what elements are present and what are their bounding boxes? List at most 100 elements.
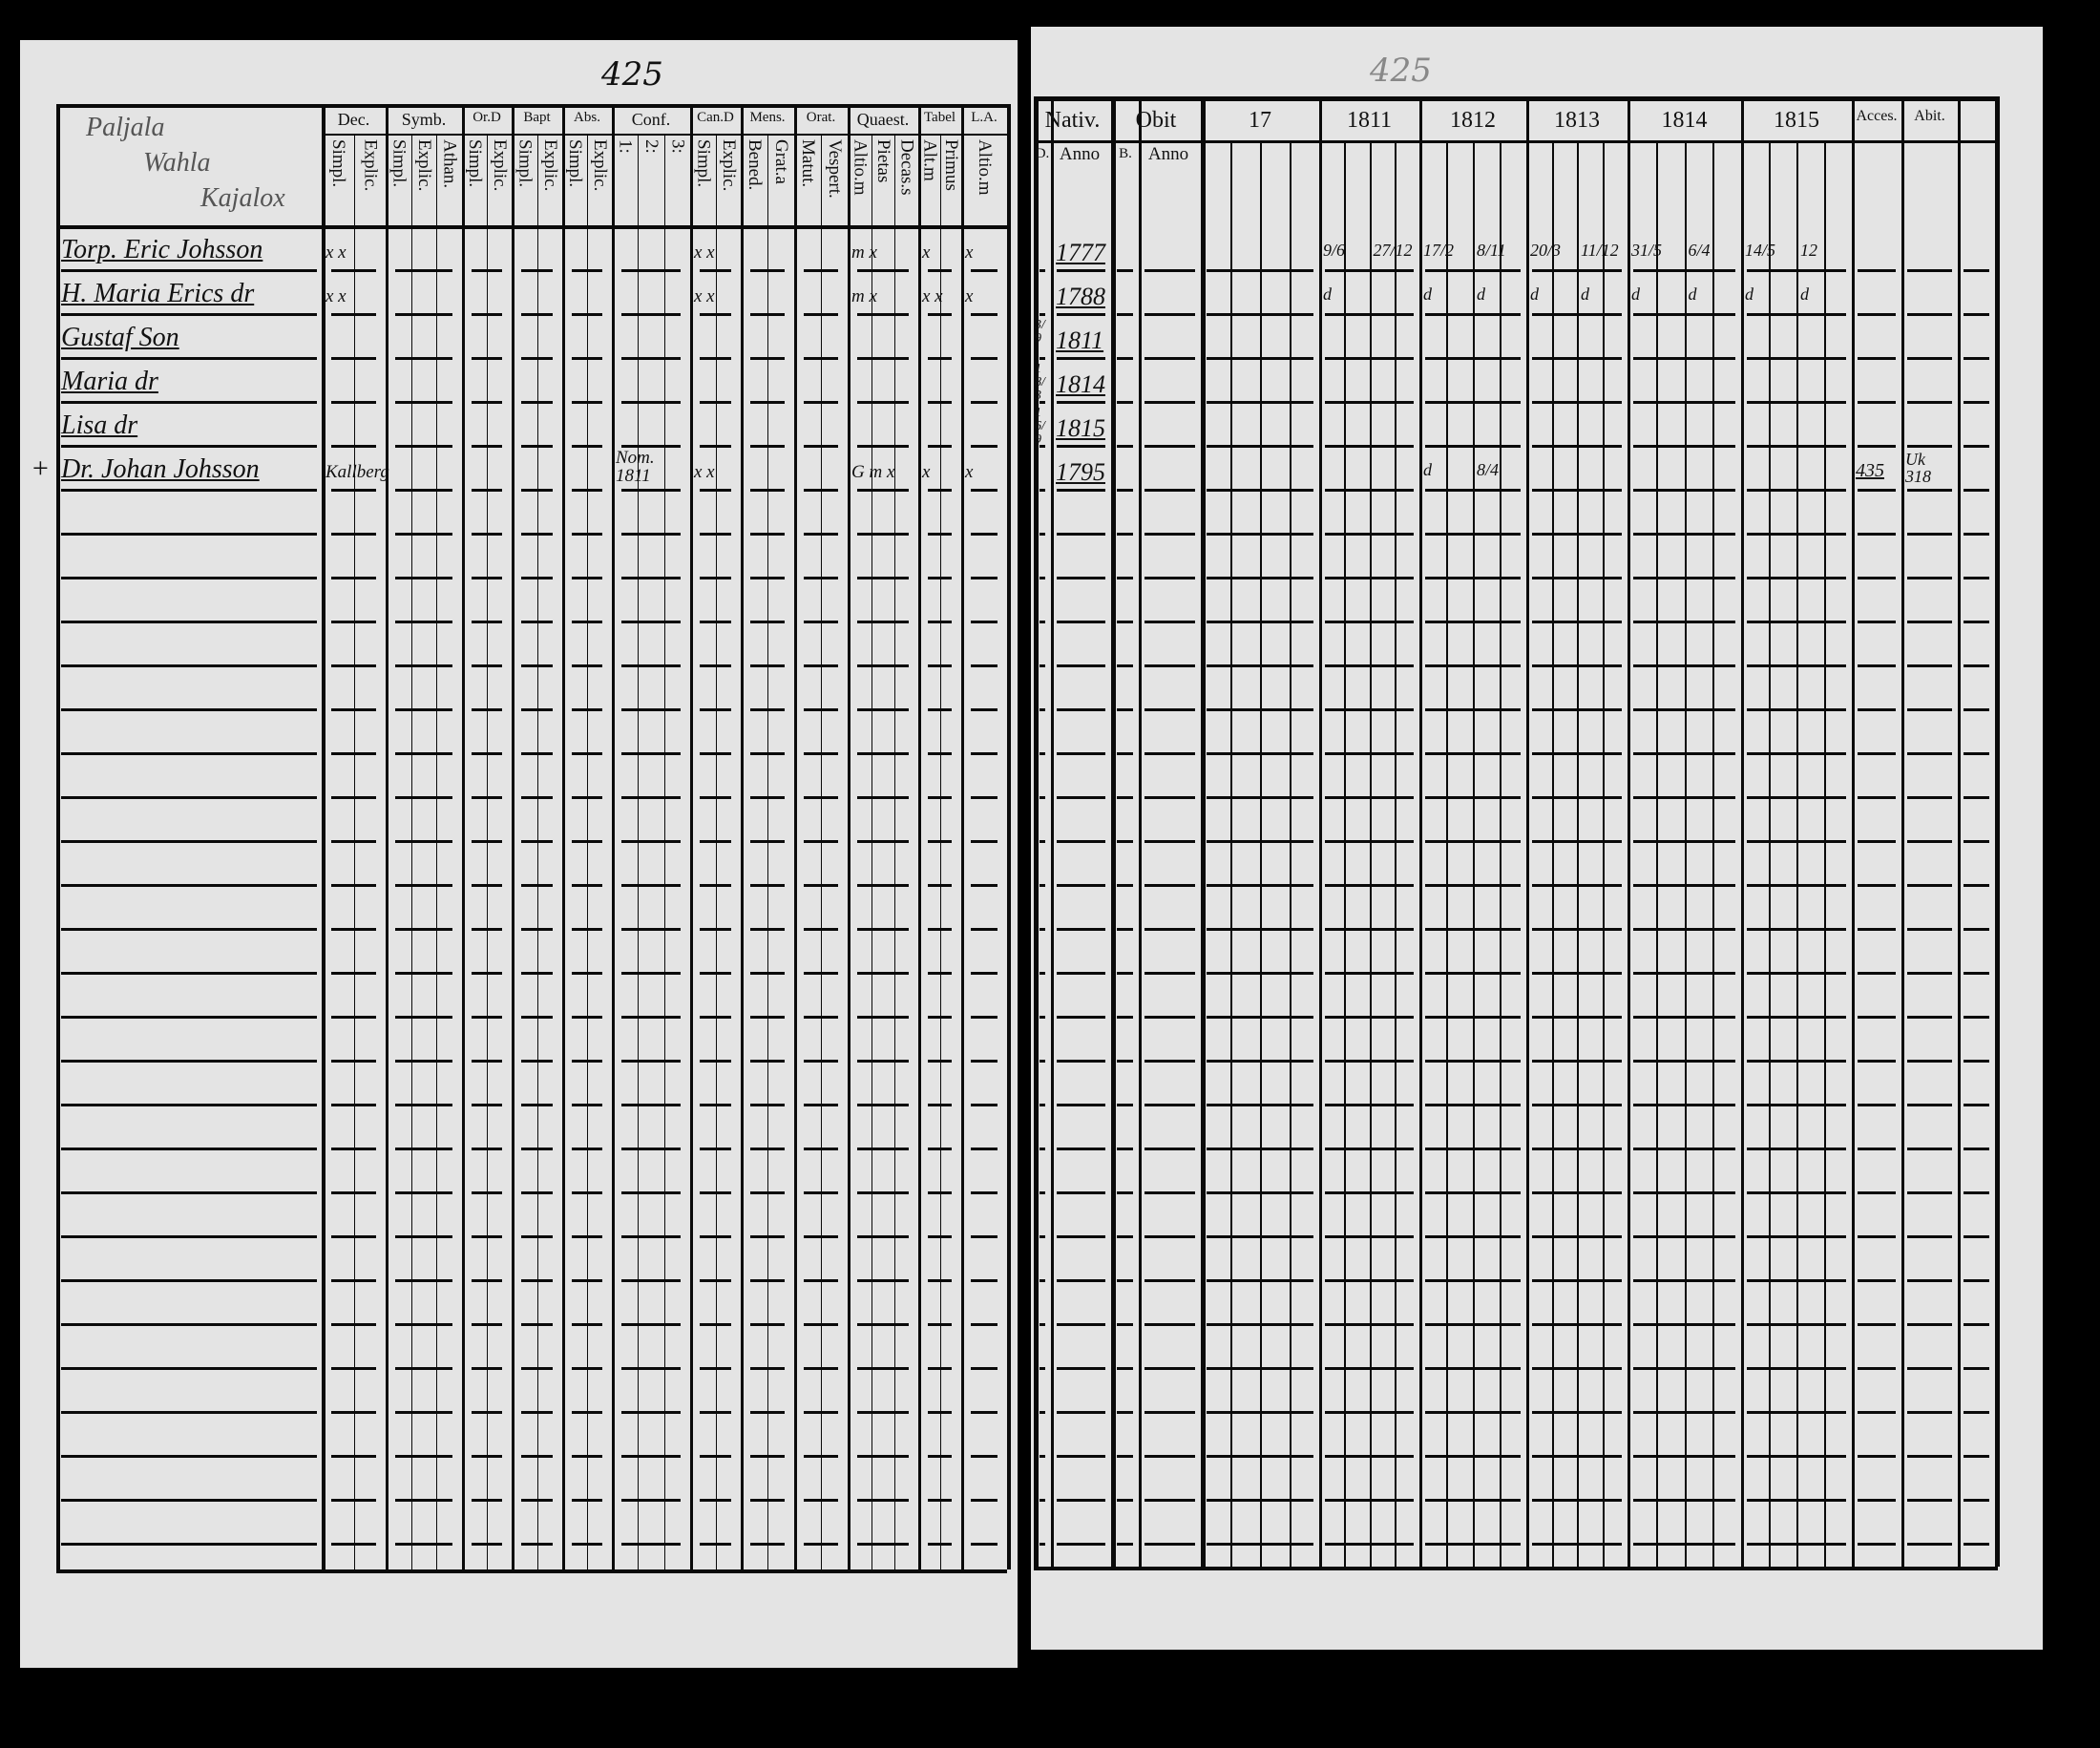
column-subheader: Explic. — [414, 139, 434, 192]
row-dash — [1057, 752, 1105, 755]
row-dash — [1144, 884, 1195, 887]
row-dash — [1040, 1104, 1045, 1106]
column-border — [918, 104, 921, 1569]
row-dash — [1057, 1016, 1105, 1019]
row-dash — [1858, 489, 1896, 492]
communion-date: 8/4 — [1477, 460, 1500, 479]
column-header: Dec. — [337, 110, 370, 129]
name-row-line — [61, 1499, 317, 1502]
row-dash — [1425, 313, 1521, 316]
table-bottom-border — [56, 1569, 1007, 1573]
communion-date: 9/6 — [1323, 241, 1346, 260]
row-dash — [1633, 1104, 1735, 1106]
communion-date: d — [1631, 284, 1640, 304]
row-dash — [1747, 840, 1846, 843]
row-dash — [1207, 357, 1313, 360]
column-header: 1814 — [1661, 108, 1708, 133]
column-subheader: Explic. — [360, 139, 381, 192]
column-subheader: Athan. — [439, 139, 460, 189]
subcolumn-line — [894, 134, 896, 1569]
communion-date: d — [1530, 284, 1539, 304]
column-header: Abs. — [574, 110, 600, 125]
row-dash — [1425, 357, 1521, 360]
column-subheader: Explic. — [539, 139, 560, 192]
row-dash — [971, 357, 998, 360]
row-dash — [621, 621, 681, 623]
row-dash — [1325, 489, 1414, 492]
accession-ref: 435 — [1856, 460, 1884, 481]
row-dash — [621, 313, 681, 316]
row-dash — [971, 489, 998, 492]
row-dash — [971, 1235, 998, 1238]
row-dash — [1117, 1411, 1133, 1414]
row-dash — [1858, 972, 1896, 975]
row-dash — [1207, 533, 1313, 536]
column-header: Mens. — [749, 110, 786, 125]
row-dash — [395, 577, 452, 579]
row-dash — [395, 840, 452, 843]
row-dash — [621, 1499, 681, 1502]
row-dash — [1858, 928, 1896, 931]
row-dash — [857, 708, 909, 711]
row-dash — [857, 884, 909, 887]
row-dash — [1057, 796, 1105, 799]
column-subheader: Pietas — [873, 139, 893, 183]
row-dash — [621, 1148, 681, 1150]
column-border — [794, 104, 797, 1569]
exam-mark: x x — [694, 286, 715, 306]
name-row-line — [61, 664, 317, 667]
subcolumn-line — [1394, 140, 1396, 1567]
row-dash — [1144, 708, 1195, 711]
name-row-line — [61, 489, 317, 492]
row-dash — [1040, 708, 1045, 711]
communion-date: 6/4 — [1688, 241, 1711, 260]
row-dash — [1144, 1411, 1195, 1414]
column-border — [1034, 96, 1039, 1567]
row-dash — [1907, 708, 1952, 711]
name-row-line — [61, 1367, 317, 1370]
row-dash — [1325, 621, 1414, 623]
row-dash — [395, 1543, 452, 1546]
row-dash — [857, 533, 909, 536]
row-dash — [971, 1543, 998, 1546]
row-dash — [1747, 401, 1846, 404]
column-subheader: Simpl. — [514, 139, 536, 188]
row-dash — [621, 533, 681, 536]
row-dash — [1144, 972, 1195, 975]
row-dash — [857, 1543, 909, 1546]
row-dash — [857, 1499, 909, 1502]
row-dash — [1057, 708, 1105, 711]
row-dash — [1207, 1543, 1313, 1546]
communion-date: d — [1688, 284, 1697, 304]
row-dash — [1207, 1191, 1313, 1194]
row-dash — [1144, 533, 1195, 536]
row-dash — [971, 928, 998, 931]
row-dash — [1633, 357, 1735, 360]
row-dash — [1633, 752, 1735, 755]
column-header: Bapt — [523, 110, 551, 125]
row-dash — [1325, 928, 1414, 931]
row-dash — [1057, 1191, 1105, 1194]
row-dash — [1040, 401, 1045, 404]
row-dash — [1207, 313, 1313, 316]
row-dash — [1425, 1148, 1521, 1150]
row-dash — [1747, 1060, 1846, 1063]
row-dash — [1144, 445, 1195, 448]
row-dash — [1040, 1148, 1045, 1150]
name-row-line — [61, 840, 317, 843]
row-dash — [621, 840, 681, 843]
row-dash — [1964, 621, 1989, 623]
left-page-number: 425 — [601, 55, 663, 94]
row-dash — [1858, 1411, 1896, 1414]
row-dash — [1057, 357, 1105, 360]
row-dash — [1633, 401, 1735, 404]
row-dash — [1325, 577, 1414, 579]
subcolumn-line — [1473, 140, 1475, 1567]
name-row-line — [61, 796, 317, 799]
row-dash — [1858, 1499, 1896, 1502]
row-dash — [1207, 1148, 1313, 1150]
row-dash — [395, 1411, 452, 1414]
column-border — [741, 104, 744, 1569]
row-dash — [1907, 1060, 1952, 1063]
name-row-line — [61, 1016, 317, 1019]
